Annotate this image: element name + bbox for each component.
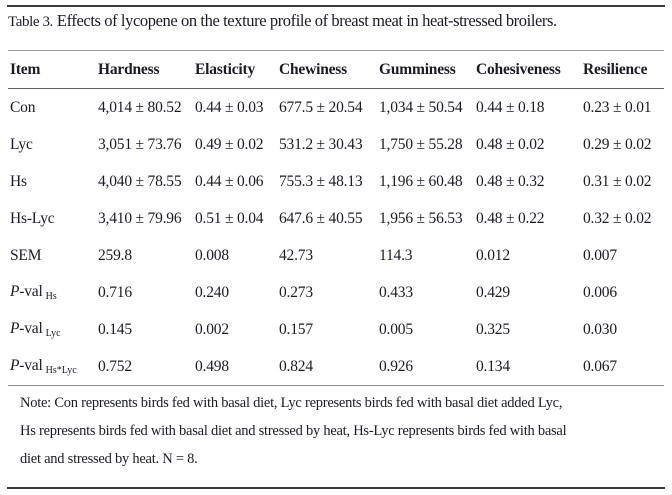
cell-value: 531.2 ± 30.43 [279, 135, 363, 153]
cell-value: 3,051 ± 73.76 [98, 135, 182, 153]
note-line-1: Note: Con represents birds fed with basa… [20, 395, 563, 411]
cell-value: 0.926 [379, 348, 476, 386]
cell-value: 1,196 ± 60.48 [379, 172, 463, 190]
cell-value: 0.752 [98, 348, 195, 386]
cell-value: 0.005 [379, 320, 413, 338]
cell-value: 0.145 [98, 320, 132, 338]
col-header-gumminess: Gumminess [379, 50, 476, 89]
cell-value: 0.51 ± 0.04 [195, 209, 264, 227]
cell-value: 4,040 ± 78.55 [98, 172, 182, 190]
cell-value: 0.006 [583, 283, 617, 301]
cell-value: 4,014 ± 80.52 [98, 98, 182, 116]
cell-value: 0.273 [279, 283, 313, 301]
cell-value: 0.067 [583, 348, 664, 386]
cell-value: 0.44 ± 0.03 [195, 98, 264, 116]
row-label: SEM [10, 246, 42, 264]
table-row: Hs-Lyc 3,410 ± 79.96 0.51 ± 0.04 647.6 ± 40… [8, 200, 664, 237]
col-header-item: Item [8, 50, 98, 89]
cell-value: 0.134 [476, 348, 583, 386]
cell-value: 0.240 [195, 283, 229, 301]
texture-profile-table: Item Hardness Elasticity Chewiness Gumminess… [8, 50, 664, 386]
col-header-hardness: Hardness [98, 50, 195, 89]
cell-value: 0.008 [195, 246, 229, 264]
row-label: P-val Hs*Lyc [8, 348, 98, 386]
cell-value: 1,034 ± 50.54 [379, 98, 463, 116]
cell-value: 114.3 [379, 246, 413, 264]
cell-value: 0.325 [476, 320, 510, 338]
col-header-chewiness: Chewiness [279, 50, 379, 89]
col-header-resilience: Resilience [583, 50, 664, 89]
row-label: P-val Lyc [10, 320, 61, 339]
cell-value: 647.6 ± 40.55 [279, 209, 363, 227]
row-label: Lyc [10, 135, 33, 153]
cell-value: 0.31 ± 0.02 [583, 172, 652, 190]
cell-value: 1,750 ± 55.28 [379, 135, 463, 153]
table-row: P-val Hs*Lyc 0.752 0.498 0.824 0.926 0.134 0.06… [8, 348, 664, 386]
cell-value: 0.030 [583, 320, 617, 338]
table-row: Hs 4,040 ± 78.55 0.44 ± 0.06 755.3 ± 48.13 1… [8, 163, 664, 200]
cell-value: 677.5 ± 20.54 [279, 98, 363, 116]
table-row: Lyc 3,051 ± 73.76 0.49 ± 0.02 531.2 ± 30.43… [8, 126, 664, 163]
cell-value: 3,410 ± 79.96 [98, 209, 182, 227]
cell-value: 0.44 ± 0.18 [476, 98, 545, 116]
cell-value: 0.433 [379, 283, 413, 301]
table-row: SEM 259.8 0.008 42.73 114.3 0.012 0.007 [8, 237, 664, 274]
row-label: Con [10, 98, 36, 116]
cell-value: 0.48 ± 0.32 [476, 172, 545, 190]
table-row: P-val Lyc 0.145 0.002 0.157 0.005 0.325 0.030 [8, 311, 664, 348]
cell-value: 0.44 ± 0.06 [195, 172, 264, 190]
col-header-elasticity: Elasticity [195, 50, 279, 89]
cell-value: 0.429 [476, 283, 510, 301]
note-line-3: diet and stressed by heat. N = 8. [20, 451, 198, 467]
table-header-row: Item Hardness Elasticity Chewiness Gumminess… [8, 50, 664, 89]
cell-value: 1,956 ± 56.53 [379, 209, 463, 227]
cell-value: 0.23 ± 0.01 [583, 98, 652, 116]
row-label-subscript: Hs [45, 291, 57, 302]
table-row: Con 4,014 ± 80.52 0.44 ± 0.03 677.5 ± 20.54… [8, 89, 664, 127]
cell-value: 42.73 [279, 246, 313, 264]
cell-value: 0.012 [476, 246, 510, 264]
cell-value: 259.8 [98, 246, 132, 264]
table-caption-text: Effects of lycopene on the texture profi… [56, 11, 557, 30]
cell-value: 755.3 ± 48.13 [279, 172, 363, 190]
table-caption: Table 3. Effects of lycopene on the textu… [8, 11, 666, 31]
row-label: Hs [10, 172, 27, 190]
note-line-2: Hs represents birds fed with basal diet … [20, 423, 567, 439]
cell-value: 0.002 [195, 320, 229, 338]
row-label: Hs-Lyc [10, 209, 55, 227]
table-body: Con 4,014 ± 80.52 0.44 ± 0.03 677.5 ± 20.54… [8, 89, 664, 386]
top-rule [7, 5, 665, 7]
table-row: P-val Hs 0.716 0.240 0.273 0.433 0.429 0.006 [8, 274, 664, 311]
cell-value: 0.49 ± 0.02 [195, 135, 264, 153]
cell-value: 0.29 ± 0.02 [583, 135, 652, 153]
table-caption-label: Table 3. [8, 14, 53, 30]
row-label-subscript: Lyc [45, 328, 61, 339]
cell-value: 0.498 [195, 348, 279, 386]
col-header-cohesiveness: Cohesiveness [476, 50, 583, 89]
cell-value: 0.157 [279, 320, 313, 338]
cell-value: 0.824 [279, 348, 379, 386]
bottom-rule [7, 487, 665, 489]
cell-value: 0.32 ± 0.02 [583, 209, 652, 227]
table-note: Note: Con represents birds fed with basa… [20, 389, 665, 473]
cell-value: 0.007 [583, 246, 617, 264]
cell-value: 0.48 ± 0.22 [476, 209, 545, 227]
cell-value: 0.48 ± 0.02 [476, 135, 545, 153]
row-label-subscript: Hs*Lyc [45, 365, 77, 376]
row-label: P-val Hs [10, 283, 57, 302]
cell-value: 0.716 [98, 283, 132, 301]
